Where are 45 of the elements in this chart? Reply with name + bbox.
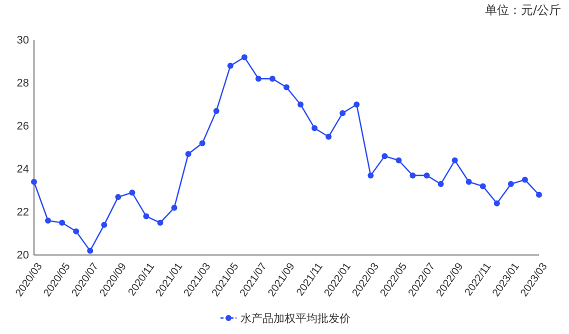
point bbox=[522, 176, 528, 183]
point bbox=[396, 157, 402, 164]
point bbox=[452, 157, 458, 164]
y-tick-label: 22 bbox=[16, 206, 29, 219]
point bbox=[298, 102, 304, 108]
y-tick-label: 28 bbox=[16, 78, 29, 90]
point bbox=[171, 204, 178, 211]
point bbox=[494, 200, 500, 206]
point bbox=[536, 192, 542, 198]
point bbox=[368, 172, 374, 178]
point bbox=[59, 220, 66, 226]
point bbox=[31, 178, 37, 185]
point bbox=[354, 102, 360, 108]
point bbox=[227, 62, 234, 69]
point bbox=[73, 228, 80, 234]
point bbox=[45, 218, 52, 224]
point bbox=[424, 172, 430, 178]
point bbox=[312, 125, 318, 132]
y-tick-label: 20 bbox=[16, 250, 29, 262]
point bbox=[143, 213, 150, 220]
point bbox=[255, 76, 262, 82]
y-tick-label: 24 bbox=[16, 164, 29, 176]
point bbox=[157, 220, 164, 226]
point bbox=[382, 153, 388, 160]
point bbox=[508, 181, 514, 188]
point bbox=[101, 222, 108, 228]
point bbox=[129, 190, 136, 196]
point bbox=[87, 248, 94, 254]
point bbox=[410, 172, 416, 178]
point bbox=[438, 181, 444, 188]
point bbox=[284, 84, 290, 90]
point bbox=[466, 178, 472, 185]
legend-label: 水产品加权平均批发价 bbox=[240, 312, 350, 325]
point bbox=[115, 194, 122, 200]
text: 单位：元/公斤 bbox=[484, 3, 561, 17]
point bbox=[213, 108, 220, 114]
point bbox=[185, 150, 192, 157]
point bbox=[241, 54, 248, 60]
point bbox=[269, 76, 276, 82]
point bbox=[326, 134, 332, 140]
y-tick-label: 26 bbox=[16, 120, 29, 133]
point bbox=[480, 183, 486, 190]
point bbox=[340, 110, 346, 116]
point bbox=[199, 140, 206, 146]
y-tick-label: 30 bbox=[16, 34, 29, 47]
